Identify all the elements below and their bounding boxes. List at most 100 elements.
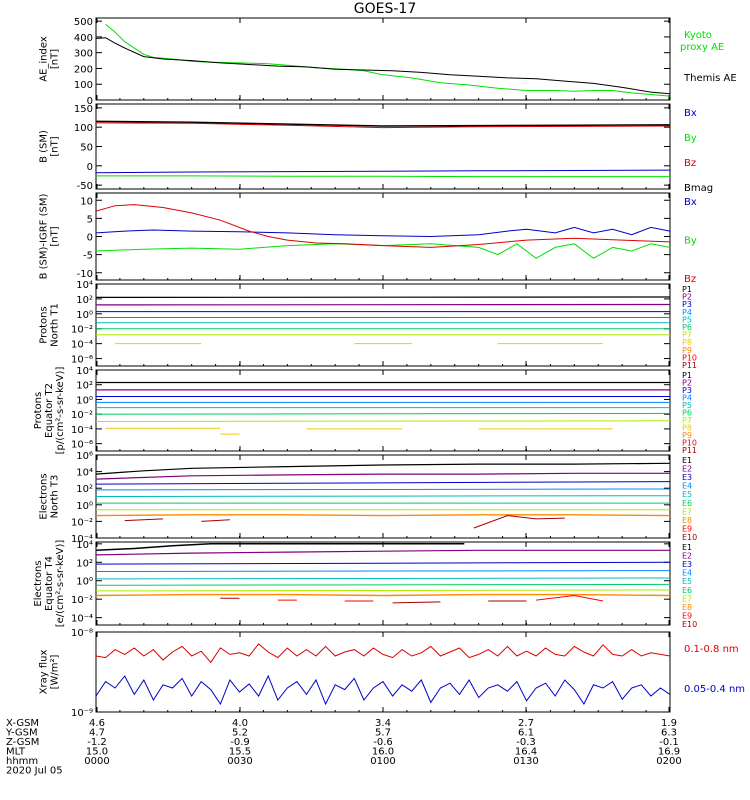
legend-item: E3: [682, 473, 692, 482]
y-axis-label: North T3: [50, 475, 61, 519]
ephemeris-value: 2.7: [518, 718, 534, 729]
legend-item: P10: [682, 353, 697, 362]
y-tick-label: 10⁴: [76, 468, 93, 479]
y-tick-label: 100: [74, 80, 93, 91]
y-axis-label: [p/(cm²-s-sr-keV)]: [55, 367, 66, 455]
y-tick-label: 10²: [76, 558, 93, 569]
series-e3-E4: [95, 488, 671, 491]
series-bsm-Bz: [95, 122, 671, 129]
panel-frame-xray: [95, 631, 671, 713]
series-e3-E3: [95, 481, 671, 485]
series-ae-Themis-AE: [95, 37, 671, 95]
legend-item: Kyoto: [684, 30, 712, 41]
y-tick-label: 10⁴: [76, 280, 93, 291]
legend-item: E9: [682, 524, 692, 533]
ephemeris-value: 5.7: [375, 728, 391, 739]
y-tick-label: 0: [87, 162, 93, 173]
panel-frame-ae: [95, 17, 671, 101]
legend-item: E10: [682, 533, 697, 542]
series-bsm-By: [96, 175, 670, 178]
legend-item: By: [684, 236, 697, 247]
series-xray-0.05-0.4-nm: [95, 674, 671, 706]
y-axis-label: Protons: [33, 392, 44, 429]
y-tick-label: 150: [74, 104, 93, 115]
legend-item: E8: [682, 516, 692, 525]
y-axis-label: Equator T4: [44, 556, 55, 611]
y-axis-label: Electrons: [39, 473, 50, 519]
legend-item: P8: [682, 424, 692, 433]
ephemeris-value: 4.6: [89, 718, 105, 729]
legend-item: P3: [682, 386, 692, 395]
panel-frame-e4: [95, 541, 671, 626]
legend-item: P5: [682, 401, 692, 410]
ephemeris-value: 0130: [513, 756, 538, 767]
series-e4-E6: [95, 583, 671, 586]
legend-item: P11: [682, 361, 697, 370]
series-e3-E8: [95, 514, 671, 517]
series-p2-P6: [95, 412, 671, 415]
y-axis-label: B (SM): [39, 130, 50, 163]
series-e3-E10b: [201, 519, 230, 522]
y-axis-label: Electrons: [33, 560, 44, 606]
y-tick-label: 10: [80, 196, 93, 207]
legend-item: P11: [682, 446, 697, 455]
series-e3-E10c: [473, 515, 537, 529]
ephemeris-value: -0.1: [659, 737, 679, 748]
legend-item: P6: [682, 323, 692, 332]
y-tick-label: -50: [77, 181, 93, 192]
y-axis-label: North T1: [50, 303, 61, 347]
legend-item: E2: [682, 552, 692, 561]
legend-item: E3: [682, 560, 692, 569]
legend-item: E5: [682, 577, 692, 586]
legend-item: 0.05-0.4 nm: [684, 684, 745, 695]
ephemeris-value: 16.9: [658, 747, 680, 758]
legend-item: E4: [682, 569, 692, 578]
ephemeris-value: 0030: [227, 756, 252, 767]
legend-item: P10: [682, 439, 697, 448]
y-tick-label: 10⁻⁶: [71, 440, 93, 451]
series-xray-0.1-0.8-nm: [95, 643, 671, 664]
legend-item: proxy AE: [680, 42, 724, 53]
series-ae-Kyoto-proxy-AE: [105, 23, 671, 97]
legend-item: By: [684, 133, 697, 144]
series-e4-E1: [95, 543, 465, 552]
y-tick-label: 500: [74, 17, 93, 28]
y-tick-label: 100: [74, 123, 93, 134]
legend-item: E8: [682, 603, 692, 612]
legend-item: Bz: [684, 274, 696, 285]
y-tick-label: 10⁻²: [71, 595, 93, 606]
y-tick-label: 10⁻⁴: [71, 534, 93, 545]
legend-item: E4: [682, 482, 692, 491]
series-e3-E2: [95, 472, 670, 480]
y-tick-label: 10⁻²: [71, 325, 93, 336]
y-tick-label: 10⁻⁴: [71, 614, 93, 625]
legend-item: P4: [682, 308, 692, 317]
ephemeris-label: MLT: [6, 747, 26, 758]
series-e3-E1: [95, 462, 671, 475]
legend-item: P1: [682, 371, 692, 380]
legend-item: P8: [682, 338, 692, 347]
ephemeris-value: 3.4: [375, 718, 391, 729]
page-title: GOES-17: [353, 1, 417, 17]
panel-frame-p1: [95, 283, 671, 367]
ephemeris-label: Z-GSM: [6, 737, 39, 748]
y-tick-label: 10⁻⁴: [71, 425, 93, 436]
ephemeris-value: 16.4: [515, 747, 537, 758]
ephemeris-value: -0.3: [516, 737, 536, 748]
legend-item: P7: [682, 416, 692, 425]
legend-item: P9: [682, 346, 692, 355]
series-e3-E5: [95, 495, 671, 497]
ephemeris-label: X-GSM: [6, 718, 39, 729]
y-axis-label: AE_index: [39, 36, 50, 82]
ephemeris-value: 5.2: [232, 728, 248, 739]
legend-item: P5: [682, 315, 692, 324]
y-tick-label: 10⁰: [76, 395, 93, 406]
legend-item: P2: [682, 293, 692, 302]
y-tick-label: 0: [87, 233, 93, 244]
ephemeris-value: 1.9: [661, 718, 677, 729]
y-tick-label: 10⁻⁹: [71, 708, 93, 719]
ephemeris-value: -1.2: [87, 737, 107, 748]
legend-item: E1: [682, 456, 692, 465]
y-axis-label: [nT]: [50, 49, 61, 69]
